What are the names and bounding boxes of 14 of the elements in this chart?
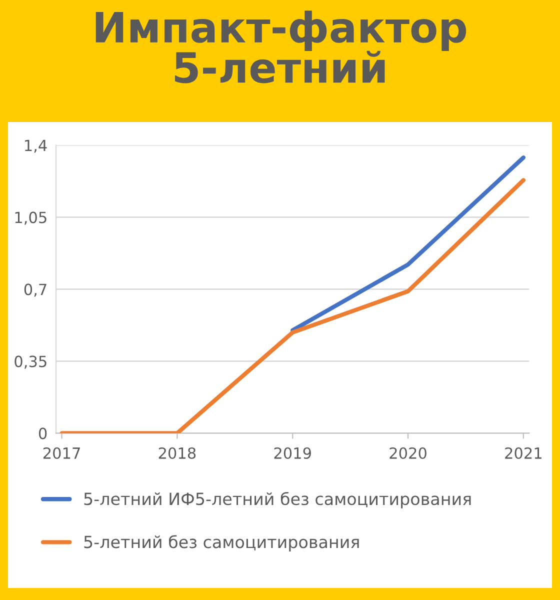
- y-tick-label: 1,05: [15, 212, 46, 225]
- x-tick-label: 2021: [505, 447, 542, 459]
- y-tick-label: 0,7: [24, 284, 46, 297]
- chart-title: Импакт-фактор 5-летний: [96, 10, 466, 84]
- x-tick-label: 2020: [390, 447, 426, 459]
- line-series: [60, 178, 526, 434]
- x-tick-label: 2019: [274, 447, 311, 459]
- x-tick-label: 2017: [43, 447, 80, 459]
- x-tick-label: 2018: [158, 447, 196, 459]
- y-tick-label: 0: [38, 428, 47, 440]
- legend-label: 5-летний без самоцитирования: [84, 535, 359, 552]
- legend-label: 5-летний ИФ5-летний без самоцитирования: [84, 492, 471, 508]
- y-tick-label: 1,4: [25, 140, 47, 153]
- y-tick-label: 0,35: [14, 356, 46, 369]
